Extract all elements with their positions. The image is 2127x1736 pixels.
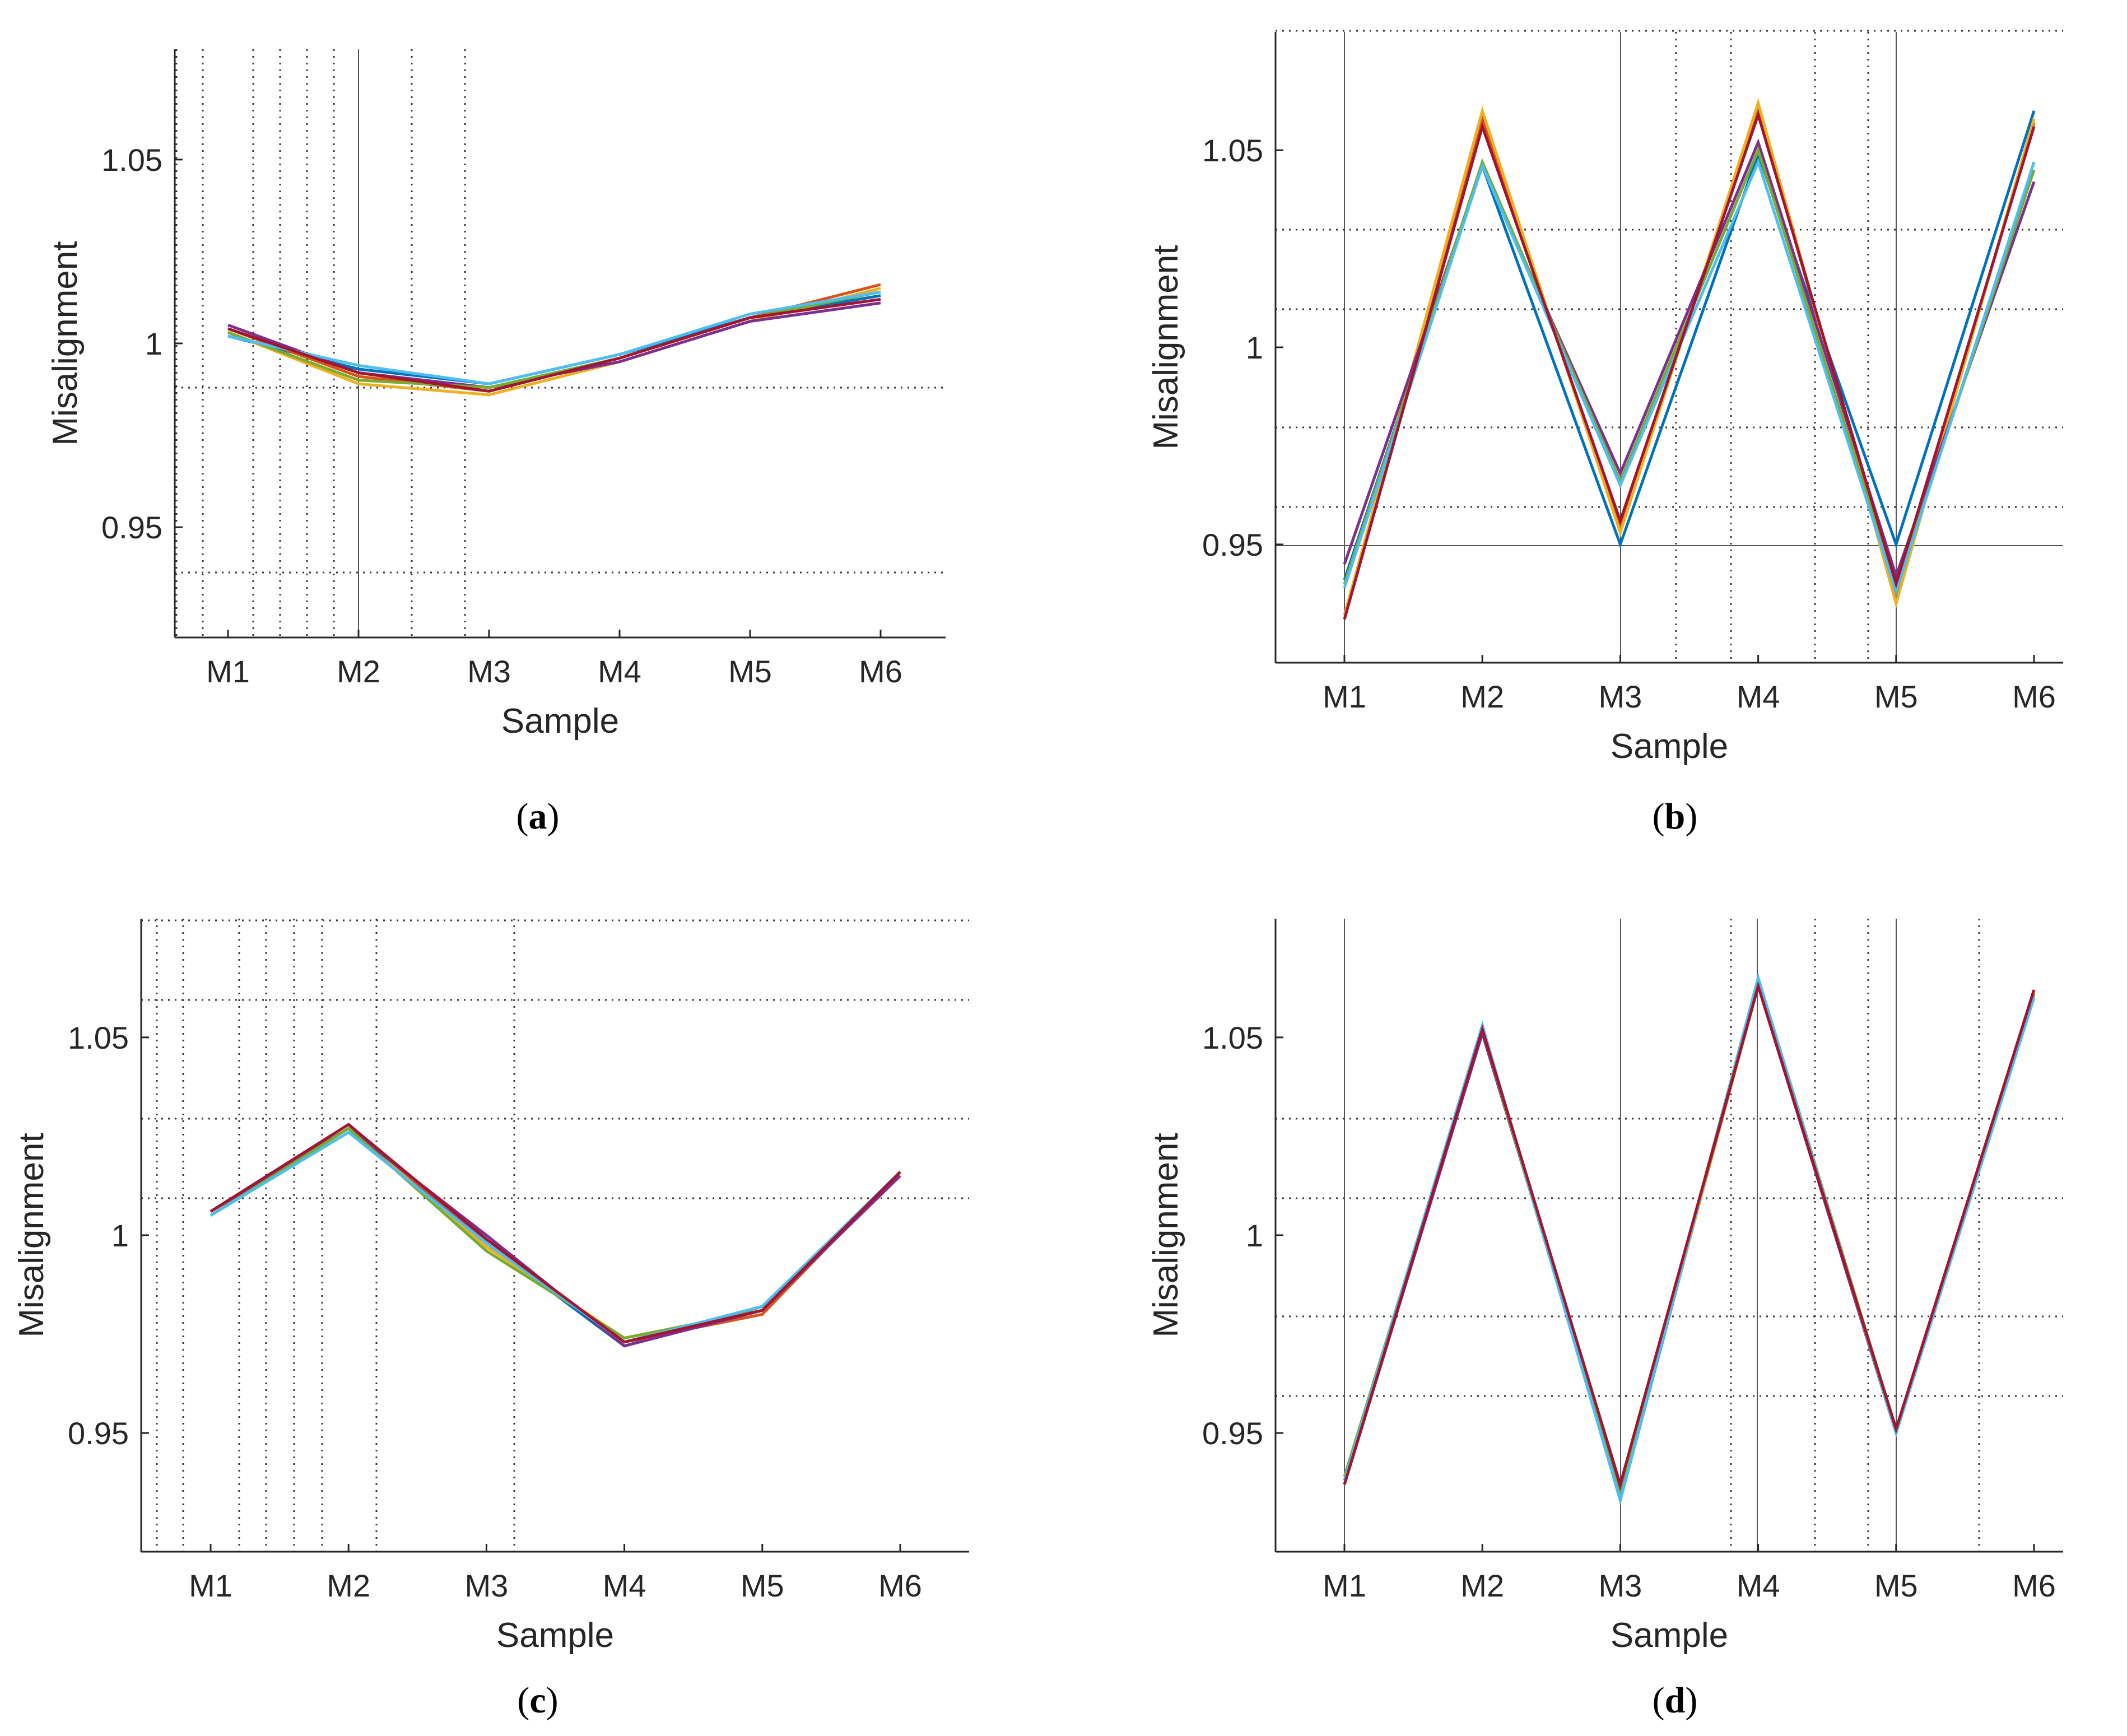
x-tick-label-d-5: M6: [2012, 1568, 2056, 1603]
y-tick-label-d-2: 1.05: [1202, 1020, 1263, 1055]
y-tick-label-b-2: 1.05: [1202, 133, 1263, 168]
y-tick-label-b-0: 0.95: [1202, 527, 1263, 562]
series-line-b-s1: [1343, 110, 2036, 580]
caption-a: (a): [516, 796, 560, 837]
series-line-c-s2: [210, 1127, 901, 1344]
y-tick-label-c-1: 1: [111, 1218, 129, 1253]
y-tick-label-d-0: 0.95: [1202, 1416, 1263, 1451]
y-tick-label-c-2: 1.05: [68, 1020, 129, 1055]
x-tick-label-d-3: M4: [1737, 1568, 1780, 1603]
x-tick-label-b-2: M3: [1599, 679, 1642, 714]
x-tick-label-c-0: M1: [189, 1568, 232, 1603]
y-tick-label-a-0: 0.95: [101, 510, 162, 545]
y-axis-label-b: Misalignment: [1147, 245, 1185, 449]
series-line-b-s7: [1343, 110, 2036, 620]
series-line-b-s2: [1343, 106, 2036, 616]
x-axis-label-d: Sample: [1611, 1616, 1728, 1655]
y-axis-label-c: Misalignment: [12, 1133, 51, 1337]
x-tick-label-c-1: M2: [327, 1568, 370, 1603]
panel-b: M1 M2 M3 M4 M5 M6 0.95 1 1.05 Sample Misalignment: [1147, 30, 2063, 766]
caption-a-letter: a: [528, 796, 547, 837]
series-line-c-s7: [210, 1123, 901, 1344]
series-line-d-s7: [1343, 981, 2036, 1490]
series-line-c-s1: [210, 1127, 901, 1348]
x-tick-label-b-0: M1: [1323, 679, 1366, 714]
x-tick-label-d-2: M3: [1599, 1568, 1642, 1603]
x-tick-label-c-3: M4: [603, 1568, 646, 1603]
series-line-c-s3: [210, 1127, 901, 1340]
x-tick-label-d-0: M1: [1323, 1568, 1366, 1603]
x-tick-label-b-5: M6: [2012, 679, 2056, 714]
series-line-b-s6: [1343, 158, 2036, 597]
caption-b: (b): [1652, 796, 1698, 837]
x-tick-label-a-3: M4: [598, 654, 641, 689]
x-tick-label-a-0: M1: [206, 654, 250, 689]
x-tick-label-b-1: M2: [1460, 679, 1504, 714]
caption-c: (c): [517, 1680, 558, 1721]
panel-d: M1 M2 M3 M4 M5 M6 0.95 1 1.05 Sample Misalignment: [1147, 919, 2063, 1655]
y-axis-label-a: Misalignment: [46, 241, 85, 445]
x-tick-label-c-4: M5: [741, 1568, 784, 1603]
x-tick-label-c-2: M3: [465, 1568, 509, 1603]
y-tick-label-a-2: 1.05: [101, 142, 162, 178]
x-tick-label-a-2: M3: [467, 654, 511, 689]
panel-a: M1 M2 M3 M4 M5 M6 0.95 1 1.05 Sample Misalignment: [46, 49, 946, 741]
y-tick-label-d-1: 1: [1246, 1218, 1263, 1253]
y-tick-label-a-1: 1: [145, 326, 162, 361]
series-line-b-s3: [1343, 97, 2036, 616]
x-tick-label-a-4: M5: [728, 654, 772, 689]
x-axis-label-b: Sample: [1611, 727, 1728, 766]
x-tick-label-d-4: M5: [1874, 1568, 1918, 1603]
panel-c: M1 M2 M3 M4 M5 M6 0.95 1 1.05 Sample Misalignment: [12, 919, 969, 1655]
x-tick-label-d-1: M2: [1460, 1568, 1504, 1603]
series-line-c-s5: [210, 1127, 901, 1340]
caption-b-letter: b: [1664, 796, 1686, 837]
y-tick-label-b-1: 1: [1246, 330, 1263, 365]
x-tick-label-b-4: M5: [1874, 679, 1918, 714]
x-tick-label-c-5: M6: [878, 1568, 922, 1603]
series-line-a-s6: [227, 290, 881, 385]
series-line-a-s3: [227, 287, 881, 397]
series-line-b-s5: [1343, 146, 2036, 593]
x-tick-label-a-5: M6: [859, 654, 902, 689]
series-line-c-s6: [210, 1130, 901, 1344]
caption-d-letter: d: [1664, 1680, 1686, 1721]
x-axis-label-c: Sample: [496, 1616, 614, 1655]
x-tick-label-b-3: M4: [1737, 679, 1780, 714]
series-line-c-s4: [210, 1127, 901, 1348]
series-line-a-s5: [227, 290, 881, 389]
y-axis-label-d: Misalignment: [1147, 1133, 1185, 1337]
x-tick-label-a-1: M2: [337, 654, 380, 689]
caption-d: (d): [1652, 1680, 1698, 1721]
series-line-b-s4: [1343, 138, 2036, 581]
caption-c-letter: c: [529, 1680, 546, 1721]
y-tick-label-c-0: 0.95: [68, 1416, 129, 1451]
series-line-a-s7: [227, 297, 881, 393]
x-axis-label-a: Sample: [501, 702, 619, 741]
